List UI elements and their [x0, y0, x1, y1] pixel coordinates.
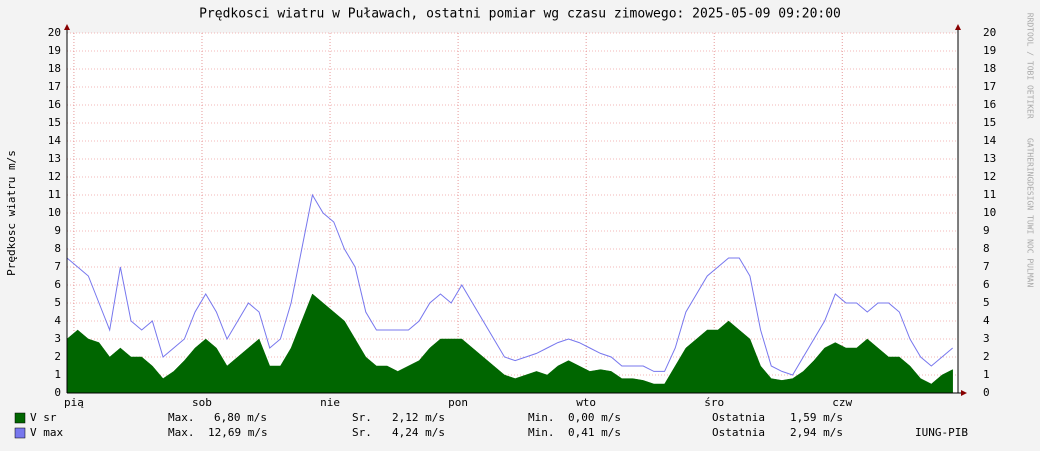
y-tick-label: 12	[48, 170, 61, 183]
y2-tick-label: 15	[983, 116, 996, 129]
x-tick-label: wto	[576, 396, 596, 409]
x-tick-label: sob	[192, 396, 212, 409]
x-tick-label: czw	[832, 396, 852, 409]
y2-tick-label: 4	[983, 314, 990, 327]
legend-stat: 12,69 m/s	[208, 426, 268, 439]
y-tick-label: 19	[48, 44, 61, 57]
y2-tick-label: 20	[983, 26, 996, 39]
y2-tick-label: 9	[983, 224, 990, 237]
y2-tick-label: 7	[983, 260, 990, 273]
legend-stat: 6,80 m/s	[214, 411, 267, 424]
y-tick-label: 8	[54, 242, 61, 255]
legend-stat: Ostatnia	[712, 426, 765, 439]
y2-tick-label: 10	[983, 206, 996, 219]
x-tick-label: śro	[704, 396, 724, 409]
y-tick-label: 20	[48, 26, 61, 39]
x-tick-label: pon	[448, 396, 468, 409]
area	[66, 293, 953, 394]
y-tick-label: 13	[48, 152, 61, 165]
legend-stat: 1,59 m/s	[790, 411, 843, 424]
y-tick-label: 10	[48, 206, 61, 219]
y-tick-label: 11	[48, 188, 61, 201]
legend-swatch	[14, 427, 26, 439]
y-tick-label: 14	[48, 134, 62, 147]
y2-tick-label: 11	[983, 188, 996, 201]
x-tick-label: pią	[64, 396, 84, 409]
legend-stat: Min.	[528, 411, 555, 424]
legend-label: V max	[30, 426, 63, 439]
y-tick-label: 1	[54, 368, 61, 381]
legend-stat: Min.	[528, 426, 555, 439]
plot-area	[67, 33, 958, 393]
legend-stat: 0,00 m/s	[568, 411, 621, 424]
y-tick-label: 17	[48, 80, 61, 93]
y2-tick-label: 18	[983, 62, 996, 75]
axis-arrow	[955, 24, 961, 30]
y-tick-label: 9	[54, 224, 61, 237]
x-tick-label: nie	[320, 396, 340, 409]
y2-tick-label: 0	[983, 386, 990, 399]
y-tick-label: 3	[54, 332, 61, 345]
legend-stat: Sr.	[352, 426, 372, 439]
chart-title: Prędkosci wiatru w Puławach, ostatni pom…	[199, 7, 841, 22]
line	[66, 193, 953, 376]
y2-tick-label: 6	[983, 278, 990, 291]
footer: IUNG-PIB	[915, 426, 968, 439]
y2-tick-label: 1	[983, 368, 990, 381]
y-tick-label: 15	[48, 116, 61, 129]
y2-tick-label: 13	[983, 152, 996, 165]
legend-stat: Max.	[168, 426, 195, 439]
legend-label: V sr	[30, 411, 57, 424]
legend-stat: Ostatnia	[712, 411, 765, 424]
y2-tick-label: 19	[983, 44, 996, 57]
y-tick-label: 4	[54, 314, 61, 327]
y2-tick-label: 17	[983, 80, 996, 93]
y-tick-label: 16	[48, 98, 61, 111]
y-tick-label: 0	[54, 386, 61, 399]
y2-tick-label: 8	[983, 242, 990, 255]
y2-tick-label: 3	[983, 332, 990, 345]
legend-stat: Sr.	[352, 411, 372, 424]
y2-tick-label: 5	[983, 296, 990, 309]
y-tick-label: 18	[48, 62, 61, 75]
legend-stat: Max.	[168, 411, 195, 424]
legend-stat: 2,12 m/s	[392, 411, 445, 424]
axis-arrow	[64, 24, 70, 30]
y-tick-label: 2	[54, 350, 61, 363]
y2-tick-label: 2	[983, 350, 990, 363]
watermark: RRDTOOL / TOBI OETIKER GATHERINGDESIGN T…	[1026, 13, 1035, 288]
legend-stat: 0,41 m/s	[568, 426, 621, 439]
y-axis-label: Prędkosc wiatru m/s	[5, 150, 18, 276]
y-tick-label: 6	[54, 278, 61, 291]
y-tick-label: 7	[54, 260, 61, 273]
y2-tick-label: 12	[983, 170, 996, 183]
y2-tick-label: 16	[983, 98, 996, 111]
y-tick-label: 5	[54, 296, 61, 309]
axis-arrow	[961, 390, 967, 396]
legend-stat: 2,94 m/s	[790, 426, 843, 439]
legend-swatch	[14, 412, 26, 424]
y2-tick-label: 14	[983, 134, 997, 147]
legend-stat: 4,24 m/s	[392, 426, 445, 439]
